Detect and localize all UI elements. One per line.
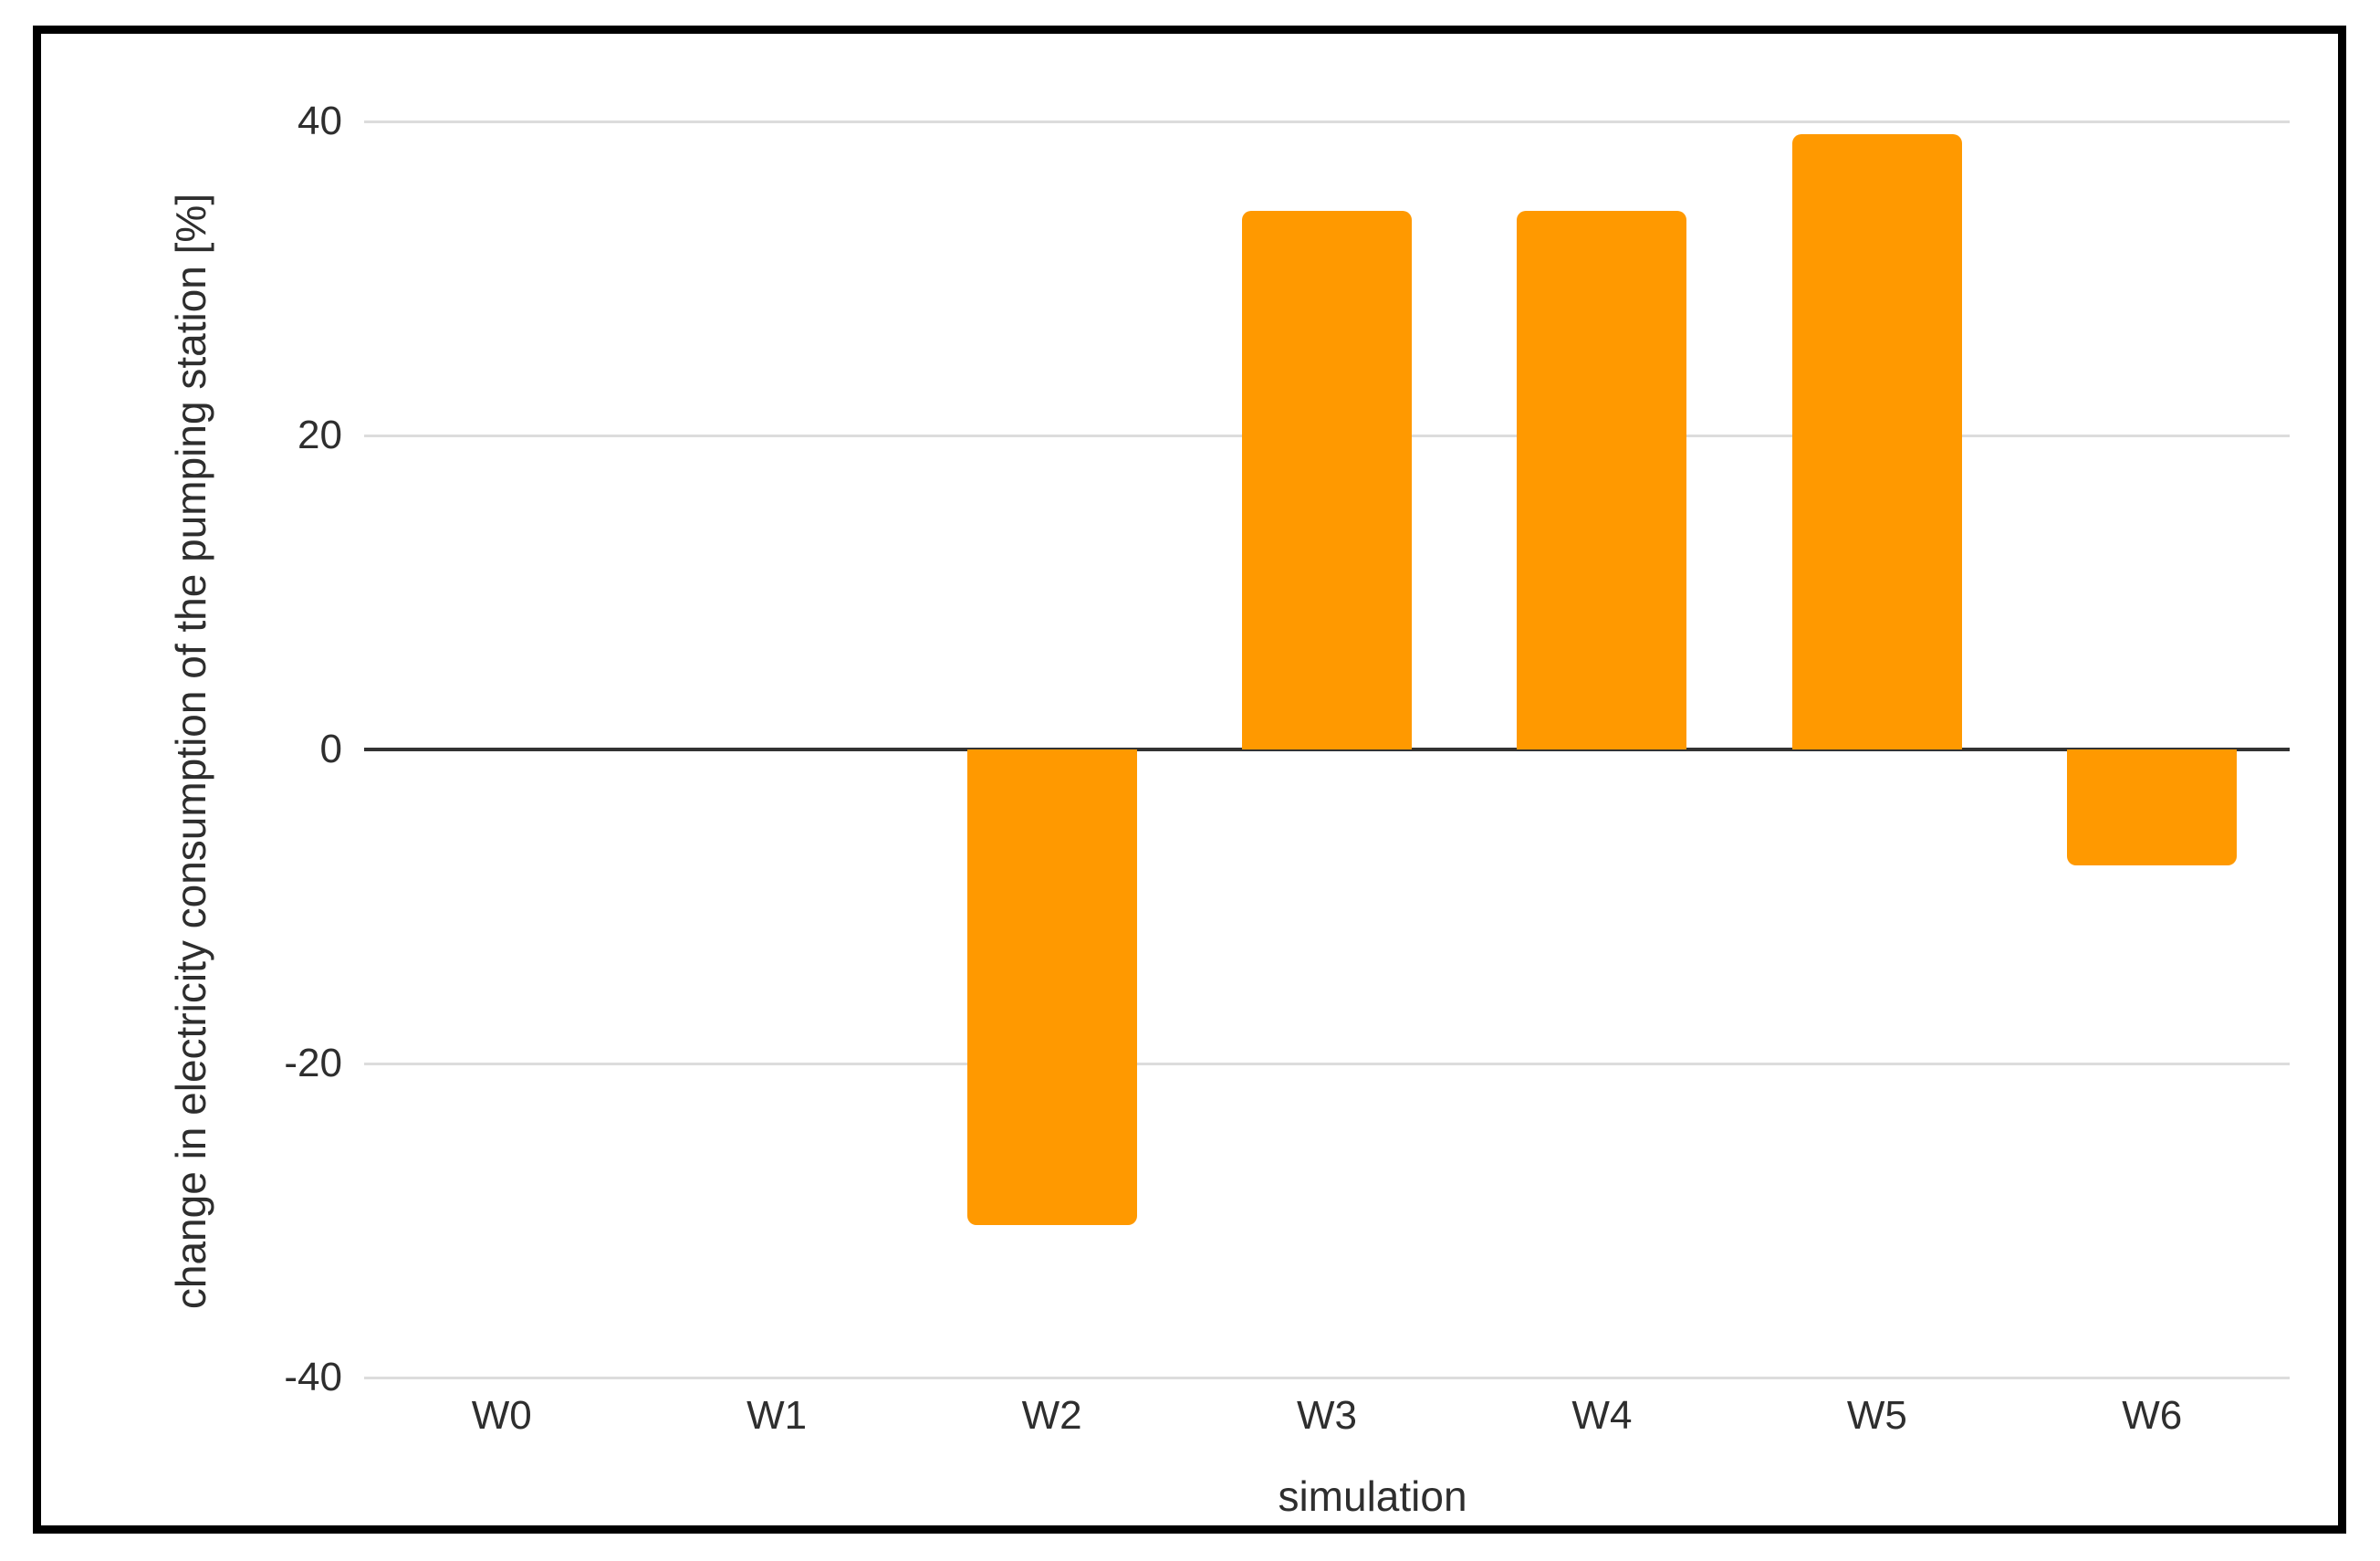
- x-tick-label-W1: W1: [746, 1393, 808, 1438]
- x-tick-label-W3: W3: [1297, 1393, 1357, 1438]
- x-tick-label-W0: W0: [471, 1393, 532, 1438]
- plot-area: 40 20 0 -20 -40 W0 W1 W2 W3 W4 W5 W6: [284, 99, 2290, 1438]
- y-tick-label--40: -40: [284, 1355, 342, 1399]
- x-tick-label-W2: W2: [1021, 1393, 1082, 1438]
- x-tick-label-W6: W6: [2122, 1393, 2183, 1438]
- x-tick-label-W4: W4: [1571, 1393, 1633, 1438]
- gridline--40: [364, 1376, 2290, 1379]
- chart-frame: 40 20 0 -20 -40 W0 W1 W2 W3 W4 W5 W6 change in ele…: [33, 26, 2346, 1534]
- bar-W3: [1242, 211, 1412, 749]
- y-tick-label-40: 40: [298, 99, 342, 143]
- y-axis-title: change in electricity consumption of the…: [167, 193, 214, 1310]
- bar-W5: [1791, 133, 1962, 749]
- gridline-40: [364, 120, 2290, 123]
- x-axis-zero-line: [364, 748, 2290, 751]
- bar-W6: [2067, 749, 2238, 866]
- bar-W2: [966, 749, 1137, 1226]
- gridline--20: [364, 1062, 2290, 1065]
- y-tick-label--20: -20: [284, 1041, 342, 1085]
- y-tick-label-20: 20: [298, 413, 342, 457]
- x-tick-label-W5: W5: [1846, 1393, 1907, 1438]
- y-tick-label-0: 0: [319, 727, 342, 771]
- bar-W4: [1517, 211, 1687, 749]
- x-axis-title: simulation: [1278, 1472, 1467, 1520]
